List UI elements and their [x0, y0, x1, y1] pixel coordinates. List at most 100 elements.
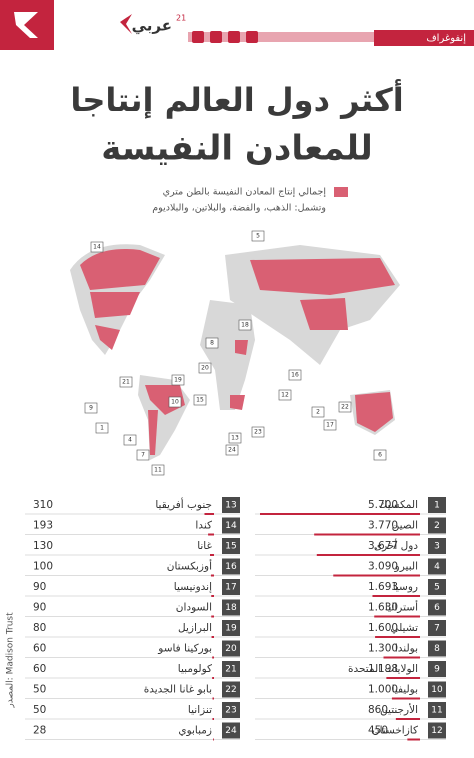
- marker-box: [251, 230, 265, 242]
- rank: 9: [434, 665, 440, 675]
- marker-box: [123, 434, 137, 446]
- country-name: كازاخستان: [372, 725, 418, 737]
- rank: 16: [225, 562, 237, 572]
- marker-box: [193, 394, 207, 406]
- marker-label: 1: [100, 425, 104, 432]
- marker-label: 2: [316, 409, 320, 416]
- marker-box: [278, 389, 292, 401]
- marker-box: [119, 376, 133, 388]
- logo-mark: [14, 12, 38, 38]
- marker-box: [373, 449, 387, 461]
- social-icon[interactable]: [192, 31, 204, 43]
- marker-label: 15: [196, 397, 204, 404]
- value-label: 1.198: [368, 663, 398, 675]
- value-label: 80: [33, 622, 46, 634]
- marker-label: 8: [210, 340, 214, 347]
- country-name: السودان: [176, 602, 212, 614]
- social-icon[interactable]: [246, 31, 258, 43]
- country-shape: [90, 292, 140, 318]
- country-shape: [235, 340, 248, 355]
- country-name: الولايات المتحدة: [348, 663, 418, 675]
- rank-box: [222, 599, 240, 616]
- rank: 2: [434, 521, 440, 531]
- value-label: 90: [33, 602, 46, 614]
- value-label: 1.693: [368, 581, 398, 593]
- marker-label: 19: [174, 377, 182, 384]
- marker-box: [323, 419, 337, 431]
- marker-box: [251, 426, 265, 438]
- brand-sup: 21: [176, 14, 186, 23]
- rank: 4: [434, 562, 440, 572]
- marker-label: 16: [291, 372, 299, 379]
- marker-box: [288, 369, 302, 381]
- rank-box: [222, 558, 240, 575]
- marker-label: 21: [122, 379, 130, 386]
- rank-box: [428, 661, 446, 677]
- value-label: 1.300: [368, 643, 398, 655]
- country-name: بوليفيا: [392, 684, 418, 696]
- country-name: دول أخرى: [374, 538, 418, 552]
- marker-label: 20: [201, 365, 209, 372]
- value-label: 28: [33, 725, 46, 737]
- country-name: الأرجنتين: [380, 703, 418, 716]
- rank-box: [428, 517, 446, 534]
- country-shape: [145, 385, 185, 415]
- value-label: 100: [33, 561, 53, 573]
- country-name: جنوب أفريقيا: [155, 497, 212, 511]
- value-label: 3.677: [368, 540, 398, 552]
- value-label: 50: [33, 684, 46, 696]
- country-name: أستراليا: [385, 600, 418, 614]
- brand: عربي: [132, 17, 172, 35]
- legend-swatch: [334, 187, 348, 197]
- rank-box: [222, 538, 240, 554]
- marker-label: 14: [93, 244, 101, 251]
- country-name: إندونيسيا: [174, 581, 212, 593]
- legend-text: وتشمل: الذهب، والفضة، والبلاتين، والبلاد…: [152, 203, 326, 214]
- marker-box: [198, 362, 212, 374]
- value-label: 3.770: [368, 520, 398, 532]
- marker-label: 17: [326, 422, 334, 429]
- rank-box: [428, 702, 446, 718]
- rank: 8: [434, 644, 440, 654]
- social-icon[interactable]: [210, 31, 222, 43]
- marker-label: 4: [128, 437, 132, 444]
- rank-box: [428, 620, 446, 636]
- rank-box: [428, 497, 446, 513]
- country-name: البرازيل: [178, 622, 212, 634]
- marker-label: 24: [228, 447, 236, 454]
- value-label: 310: [33, 499, 53, 511]
- country-name: البيرو: [394, 561, 418, 573]
- rank-box: [428, 599, 446, 616]
- value-label: 1.600: [368, 622, 398, 634]
- country-shape: [148, 410, 158, 455]
- legend-text: إجمالي إنتاج المعادن النفيسة بالطن متري: [163, 187, 327, 198]
- country-shape: [250, 258, 395, 295]
- rank: 3: [434, 542, 440, 552]
- value-label: 130: [33, 540, 53, 552]
- marker-label: 22: [341, 404, 349, 411]
- section-label: إنفوغراف: [426, 33, 466, 44]
- rank: 6: [434, 603, 440, 613]
- value-label: 1.630: [368, 602, 398, 614]
- marker-label: 9: [89, 405, 93, 412]
- rank-box: [222, 579, 240, 595]
- title-line: أكثر دول العالم إنتاجا: [70, 79, 403, 120]
- marker-label: 11: [154, 467, 162, 474]
- marker-box: [84, 402, 98, 414]
- rank: 20: [225, 644, 237, 654]
- country-name: كندا: [195, 520, 212, 532]
- social-icon[interactable]: [228, 31, 240, 43]
- marker-label: 6: [378, 452, 382, 459]
- rank-box: [222, 722, 240, 739]
- rank-box: [428, 558, 446, 575]
- marker-box: [238, 319, 252, 331]
- country-shape: [95, 325, 120, 350]
- country-name: الصين: [392, 520, 418, 532]
- value-label: 60: [33, 663, 46, 675]
- rank-box: [222, 517, 240, 534]
- marker-label: 13: [231, 435, 239, 442]
- rank-box: [222, 620, 240, 636]
- country-name: كولومبيا: [178, 663, 212, 675]
- marker-box: [338, 401, 352, 413]
